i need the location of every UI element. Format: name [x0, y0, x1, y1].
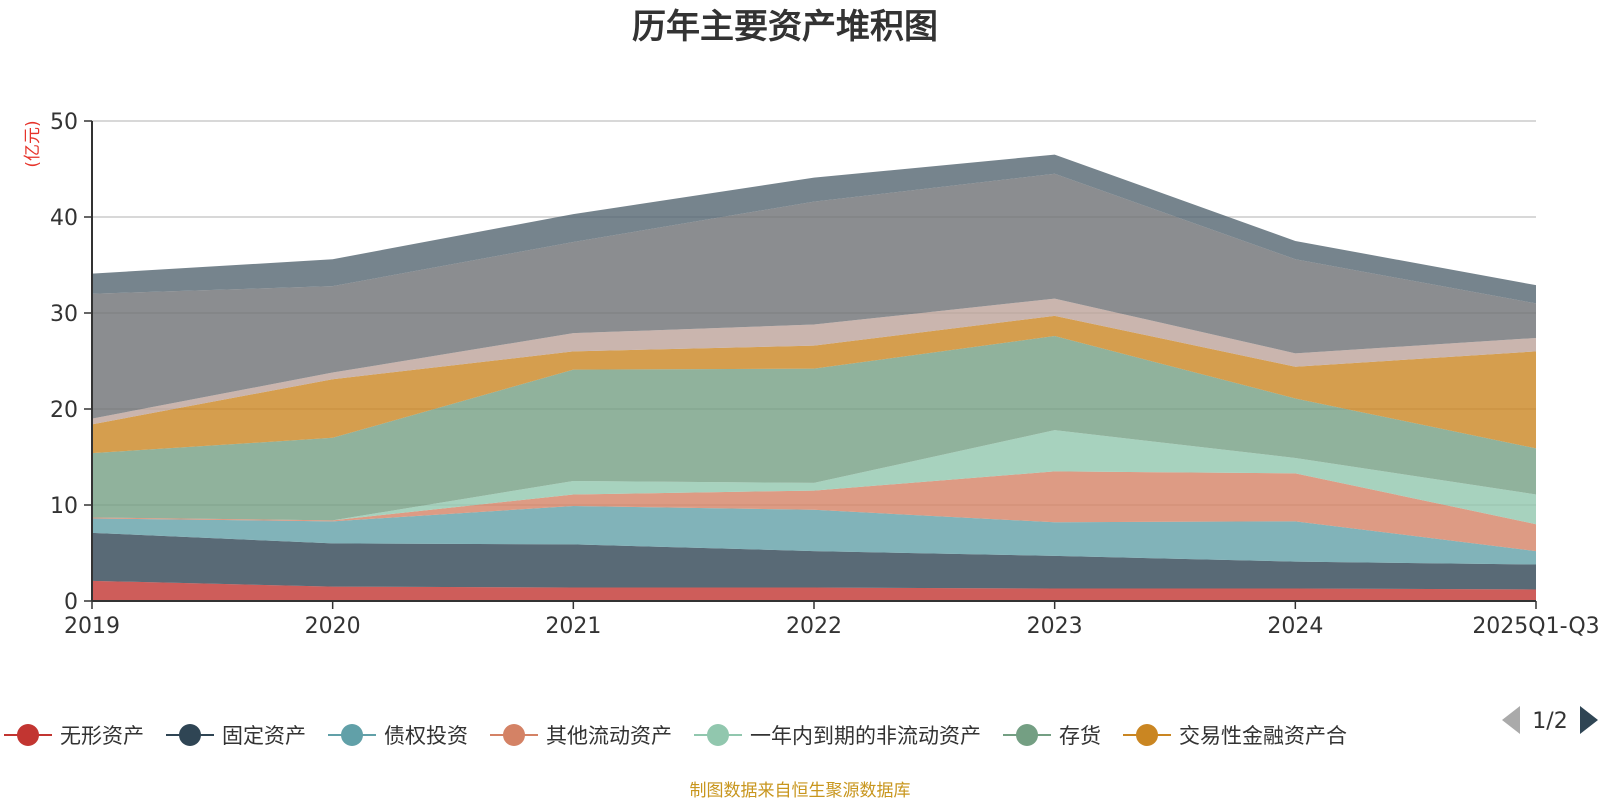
- y-axis-label: (亿元): [23, 120, 43, 167]
- legend-label: 固定资产: [222, 724, 306, 748]
- legend-marker-icon: [341, 724, 363, 746]
- legend-next-page-icon[interactable]: [1580, 706, 1598, 734]
- y-tick-label: 10: [50, 494, 78, 519]
- area-series-4: [92, 430, 1536, 525]
- legend-item[interactable]: 其他流动资产: [490, 724, 672, 748]
- area-series-5: [92, 336, 1536, 521]
- chart-title: 历年主要资产堆积图: [632, 7, 938, 47]
- legend-marker-icon: [503, 724, 525, 746]
- x-tick-label: 2023: [1027, 614, 1083, 639]
- area-series-group: [92, 154, 1536, 601]
- legend-item[interactable]: 无形资产: [4, 724, 144, 748]
- legend-label: 其他流动资产: [546, 724, 672, 748]
- legend-label: 债权投资: [384, 724, 468, 748]
- legend-item[interactable]: 存货: [1003, 724, 1101, 748]
- x-tick-label: 2024: [1267, 614, 1323, 639]
- data-source-note: 制图数据来自恒生聚源数据库: [690, 781, 911, 800]
- area-series-9: [92, 154, 1536, 304]
- legend-label: 无形资产: [60, 724, 144, 748]
- area-series-3: [92, 471, 1536, 552]
- area-series-7: [92, 298, 1536, 425]
- x-tick-label: 2021: [545, 614, 601, 639]
- legend-page-indicator: 1/2: [1532, 709, 1567, 734]
- legend-marker-icon: [1016, 724, 1038, 746]
- area-series-0: [92, 580, 1536, 601]
- x-tick-label: 2025Q1-Q3: [1472, 614, 1599, 639]
- legend-item[interactable]: 债权投资: [328, 724, 468, 748]
- legend-pager: 1/2: [1502, 706, 1598, 734]
- y-tick-label: 20: [50, 398, 78, 423]
- legend-prev-page-icon[interactable]: [1502, 706, 1520, 734]
- legend-label: 一年内到期的非流动资产: [750, 724, 981, 748]
- legend-item[interactable]: 交易性金融资产合: [1123, 724, 1347, 748]
- legend-item[interactable]: 固定资产: [166, 724, 306, 748]
- area-series-1: [92, 532, 1536, 590]
- legend-label: 存货: [1059, 724, 1101, 748]
- area-series-6: [92, 315, 1536, 454]
- y-tick-label: 40: [50, 206, 78, 231]
- y-tick-label: 0: [64, 590, 78, 615]
- legend: 无形资产 固定资产 债权投资 其他流动资产 一年内到期的非流动资产 存货 交易性金融资产合: [4, 724, 1347, 748]
- axes: 0 10 20 30 40 50 2019 2020 2021 2022 2023 2024 2025Q…: [50, 110, 1600, 639]
- y-tick-label: 50: [50, 110, 78, 135]
- legend-marker-icon: [1136, 724, 1158, 746]
- legend-label: 交易性金融资产合: [1179, 724, 1347, 748]
- x-tick-label: 2020: [305, 614, 361, 639]
- y-tick-label: 30: [50, 302, 78, 327]
- area-series-8: [92, 173, 1536, 419]
- legend-marker-icon: [707, 724, 729, 746]
- legend-marker-icon: [179, 724, 201, 746]
- legend-marker-icon: [17, 724, 39, 746]
- x-tick-label: 2022: [786, 614, 842, 639]
- x-tick-label: 2019: [64, 614, 120, 639]
- area-series-2: [92, 505, 1536, 565]
- legend-item[interactable]: 一年内到期的非流动资产: [694, 724, 981, 748]
